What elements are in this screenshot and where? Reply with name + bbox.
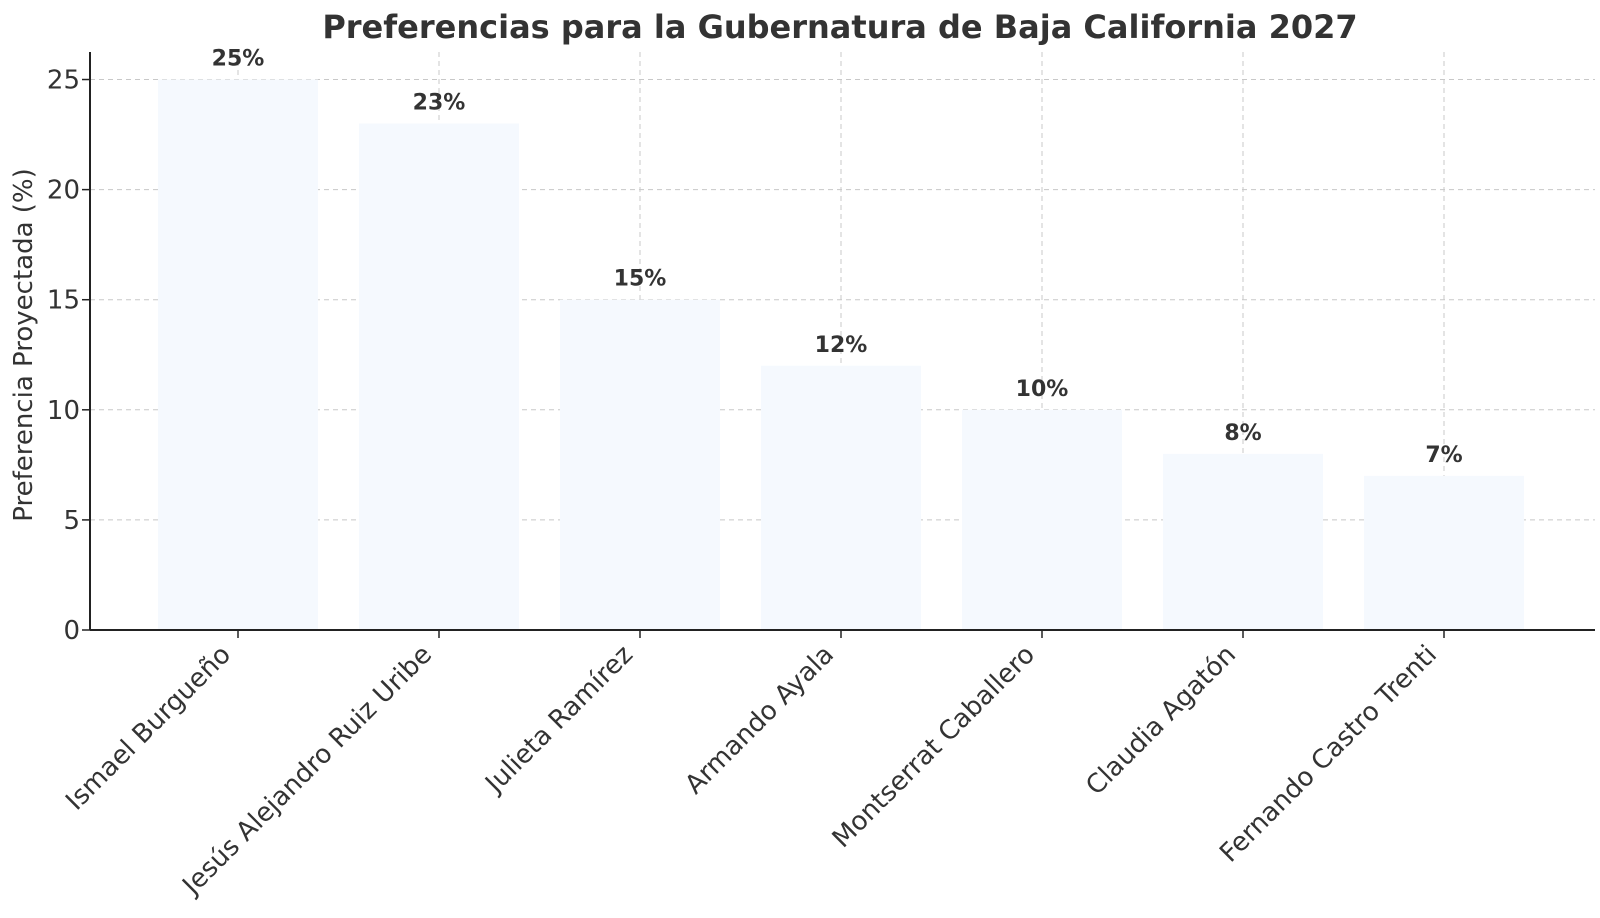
chart-title: Preferencias para la Gubernatura de Baja… [322,8,1357,46]
bar [1163,453,1323,630]
bar [359,123,519,631]
x-tick-label: Montserrat Caballero [827,640,1041,854]
x-tick-label: Ismael Burgueño [60,640,237,817]
y-axis-label: Preferencia Proyectada (%) [9,168,39,522]
data-label: 12% [815,333,868,358]
bar [158,79,318,631]
bar [560,299,720,630]
y-tick-label: 20 [47,176,80,206]
data-label: 25% [212,47,265,72]
data-label: 7% [1425,443,1462,468]
bar [761,365,921,630]
data-label: 10% [1016,377,1069,402]
y-tick-label: 5 [63,506,80,536]
x-tick-label: Fernando Castro Trenti [1214,640,1443,869]
y-tick-label: 15 [47,286,80,316]
data-label: 8% [1224,421,1261,446]
bar [1364,475,1524,630]
y-tick-label: 25 [47,66,80,96]
bar [962,409,1122,630]
axes [82,52,1595,638]
x-tick-label: Julieta Ramírez [479,640,639,800]
data-label: 15% [614,267,667,292]
bars [158,79,1524,631]
x-tick-label: Armando Ayala [679,640,839,800]
x-tick-label: Claudia Agatón [1080,640,1242,802]
y-tick-label: 10 [47,396,80,426]
data-label: 23% [413,91,466,116]
y-tick-label: 0 [63,616,80,646]
data-labels: 25% 23% 15% 12% 10% 8% 7% [212,47,1463,468]
